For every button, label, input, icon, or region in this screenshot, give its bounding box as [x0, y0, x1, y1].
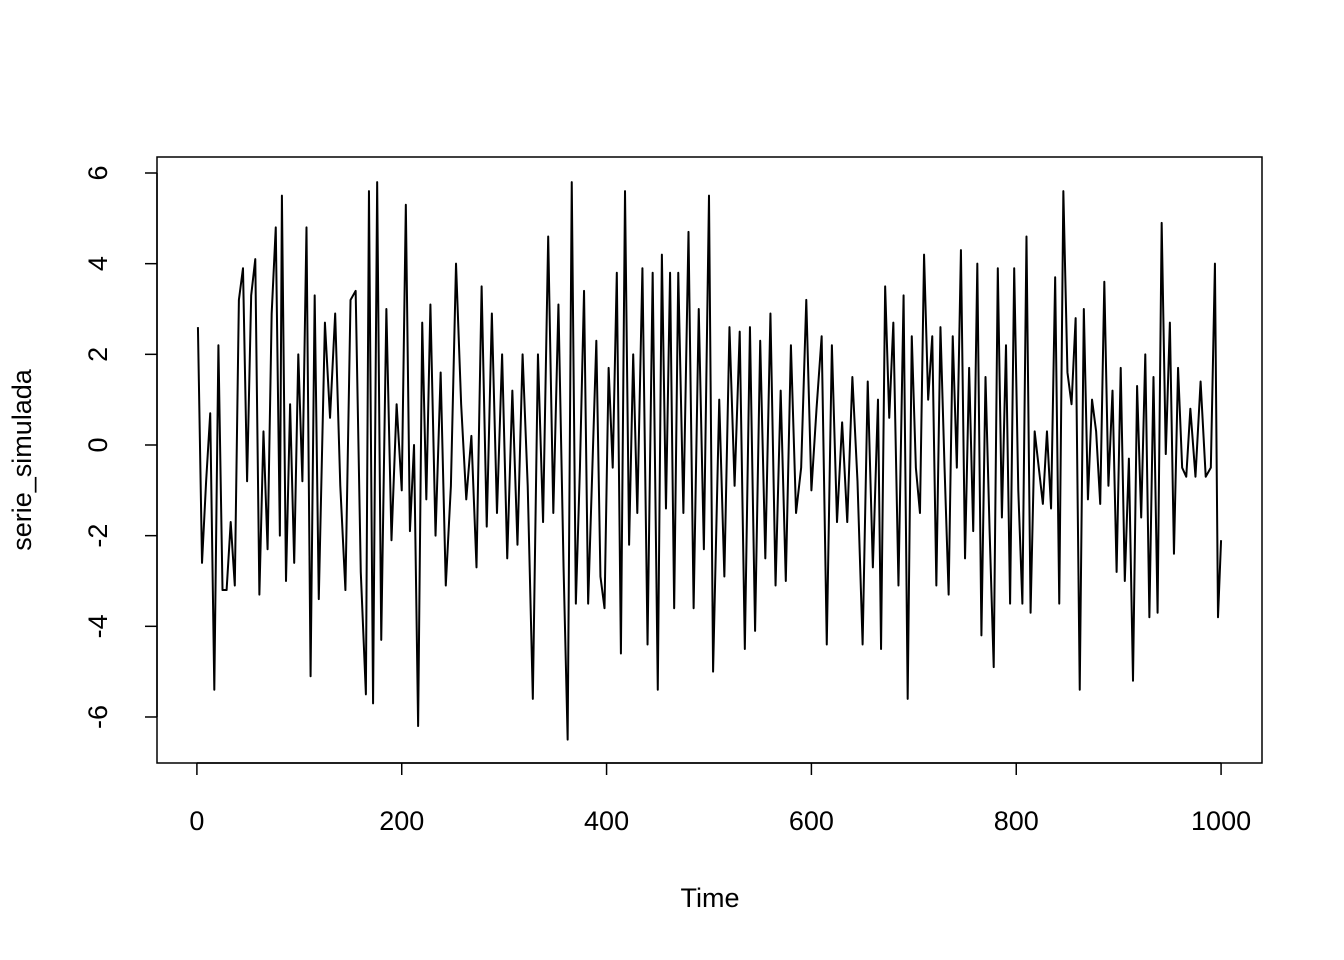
series-line	[196, 181, 1223, 741]
y-tick-label: -4	[83, 614, 113, 638]
y-tick-label: -2	[83, 524, 113, 548]
y-axis-label: serie_simulada	[7, 368, 37, 551]
x-tick-label: 400	[584, 806, 629, 836]
y-tick-label: 0	[83, 437, 113, 452]
y-tick-label: 2	[83, 347, 113, 362]
x-tick-label: 800	[994, 806, 1039, 836]
y-tick-label: 4	[83, 256, 113, 271]
x-tick-label: 600	[789, 806, 834, 836]
y-tick-label: -6	[83, 705, 113, 729]
y-tick-label: 6	[83, 165, 113, 180]
x-tick-label: 200	[379, 806, 424, 836]
x-tick-label: 1000	[1191, 806, 1251, 836]
x-tick-label: 0	[189, 806, 204, 836]
x-axis-label: Time	[681, 883, 740, 913]
